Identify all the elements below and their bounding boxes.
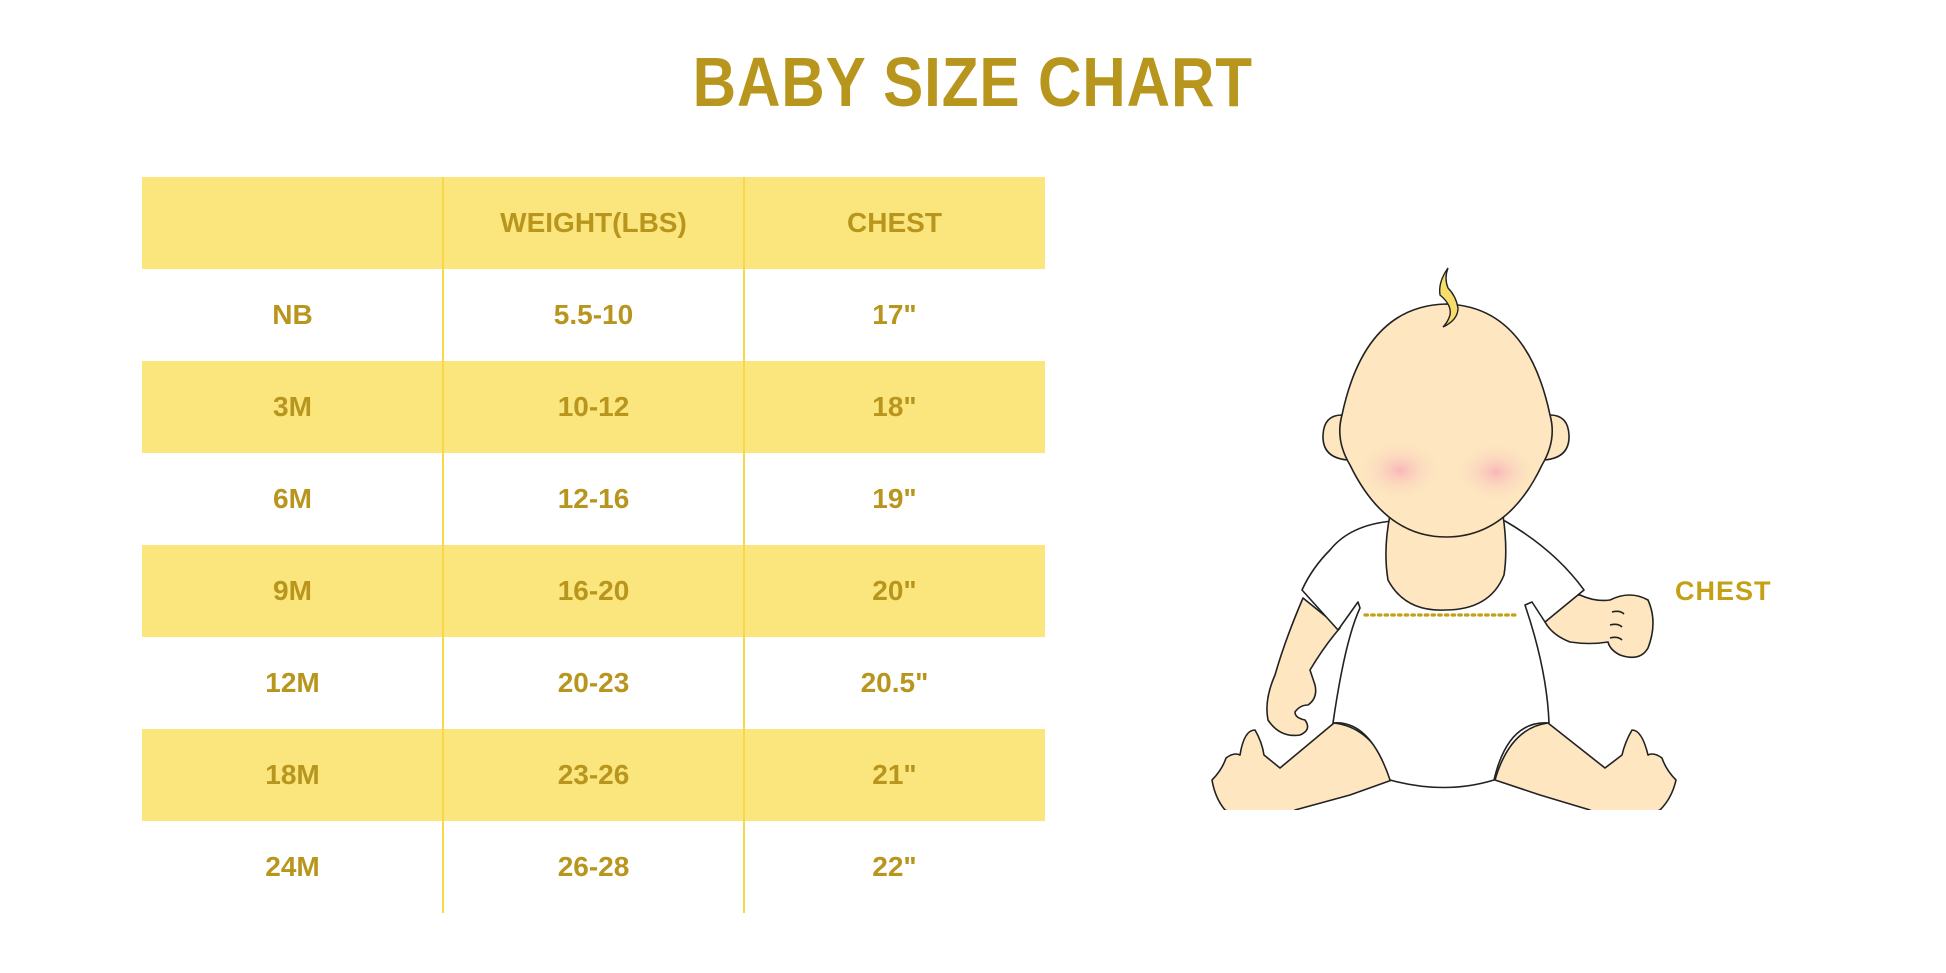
cell-size: 3M: [273, 391, 312, 422]
cell-size: 24M: [265, 851, 320, 882]
column-divider: [743, 177, 745, 913]
cell-weight: 26-28: [557, 851, 630, 882]
table-row: 3M 10-12 18": [142, 361, 1045, 453]
table-row: 6M 12-16 19": [142, 453, 1045, 545]
header-cell-chest: CHEST: [847, 207, 942, 238]
cell-chest: 20": [872, 575, 917, 606]
size-table: WEIGHT(LBS) CHEST NB 5.5-10 17" 3M 10-12 18" 6…: [142, 177, 1045, 913]
chest-label: CHEST: [1675, 576, 1772, 606]
column-divider: [442, 177, 444, 913]
table-header-row: WEIGHT(LBS) CHEST: [142, 177, 1045, 269]
table-row: 12M 20-23 20.5": [142, 637, 1045, 729]
cell-weight: 5.5-10: [553, 299, 634, 330]
cell-weight: 23-26: [557, 759, 630, 790]
page-title: BABY SIZE CHART: [692, 43, 1254, 121]
cell-chest: 18": [872, 391, 917, 422]
cell-chest: 19": [872, 483, 917, 514]
cell-chest: 20.5": [860, 667, 929, 698]
cell-weight: 20-23: [557, 667, 630, 698]
cell-size: 18M: [265, 759, 320, 790]
cell-chest: 22": [872, 851, 917, 882]
table-row: 24M 26-28 22": [142, 821, 1045, 913]
table-row: 9M 16-20 20": [142, 545, 1045, 637]
cell-weight: 16-20: [557, 575, 630, 606]
cell-chest: 21": [872, 759, 917, 790]
cell-chest: 17": [872, 299, 917, 330]
cell-weight: 10-12: [557, 391, 630, 422]
cell-size: 6M: [273, 483, 312, 514]
cell-size: 9M: [273, 575, 312, 606]
cell-size: NB: [272, 299, 313, 330]
cell-size: 12M: [265, 667, 320, 698]
baby-illustration-icon: [1211, 267, 1677, 810]
header-cell-size: [142, 177, 443, 269]
table-row: 18M 23-26 21": [142, 729, 1045, 821]
table-row: NB 5.5-10 17": [142, 269, 1045, 361]
cell-weight: 12-16: [557, 483, 630, 514]
header-cell-weight: WEIGHT(LBS): [500, 207, 687, 238]
